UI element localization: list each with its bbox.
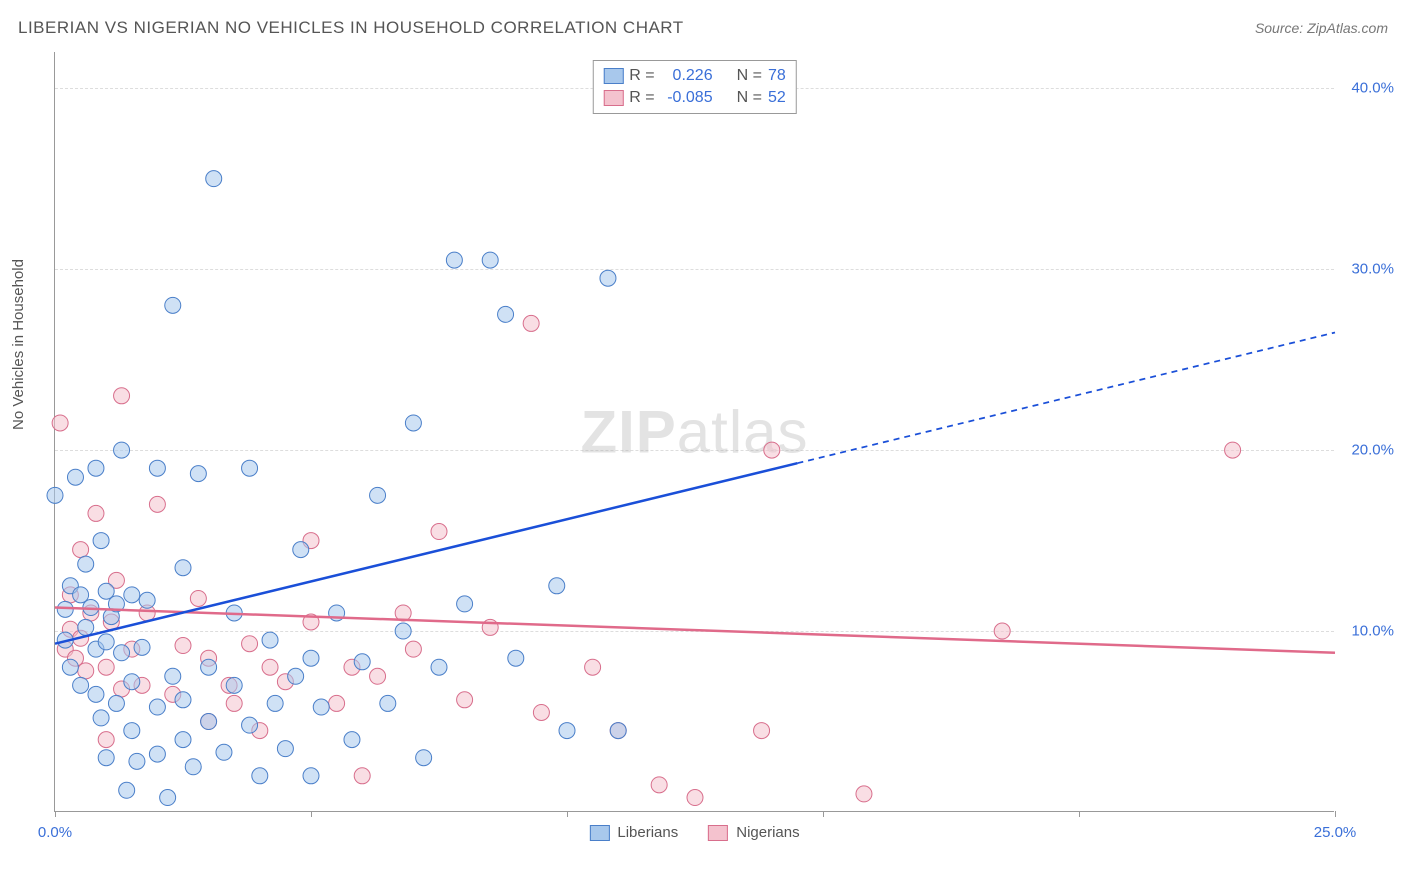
series1-label: Liberians — [617, 824, 678, 841]
r-value-1: 0.226 — [661, 67, 713, 85]
series2-swatch-icon — [603, 90, 623, 106]
chart-source: Source: ZipAtlas.com — [1255, 20, 1388, 36]
n-label-1: N = — [737, 67, 762, 85]
y-tick-label: 40.0% — [1342, 80, 1394, 97]
chart-title: LIBERIAN VS NIGERIAN NO VEHICLES IN HOUS… — [18, 18, 684, 38]
y-tick-label: 10.0% — [1342, 623, 1394, 640]
x-tick-label: 0.0% — [38, 824, 72, 841]
legend-item-2: Nigerians — [708, 824, 799, 841]
r-value-2: -0.085 — [661, 89, 713, 107]
x-tick-label: 25.0% — [1314, 824, 1357, 841]
legend-row-1: R = 0.226 N = 78 — [603, 65, 785, 87]
legend-row-2: R = -0.085 N = 52 — [603, 87, 785, 109]
n-label-2: N = — [737, 89, 762, 107]
chart-area: ZIPatlas 10.0%20.0%30.0%40.0% 0.0%25.0% … — [54, 52, 1334, 812]
n-value-2: 52 — [768, 89, 786, 107]
series1-bottom-swatch-icon — [589, 825, 609, 841]
series-legend: Liberians Nigerians — [589, 824, 799, 841]
series2-bottom-swatch-icon — [708, 825, 728, 841]
y-tick-label: 30.0% — [1342, 261, 1394, 278]
correlation-legend: R = 0.226 N = 78 R = -0.085 N = 52 — [592, 60, 796, 114]
legend-item-1: Liberians — [589, 824, 678, 841]
series2-label: Nigerians — [736, 824, 799, 841]
y-tick-label: 20.0% — [1342, 442, 1394, 459]
r-label-1: R = — [629, 67, 654, 85]
y-axis-label: No Vehicles in Household — [10, 259, 27, 430]
n-value-1: 78 — [768, 67, 786, 85]
r-label-2: R = — [629, 89, 654, 107]
scatter-plot — [55, 52, 1334, 811]
series1-swatch-icon — [603, 68, 623, 84]
